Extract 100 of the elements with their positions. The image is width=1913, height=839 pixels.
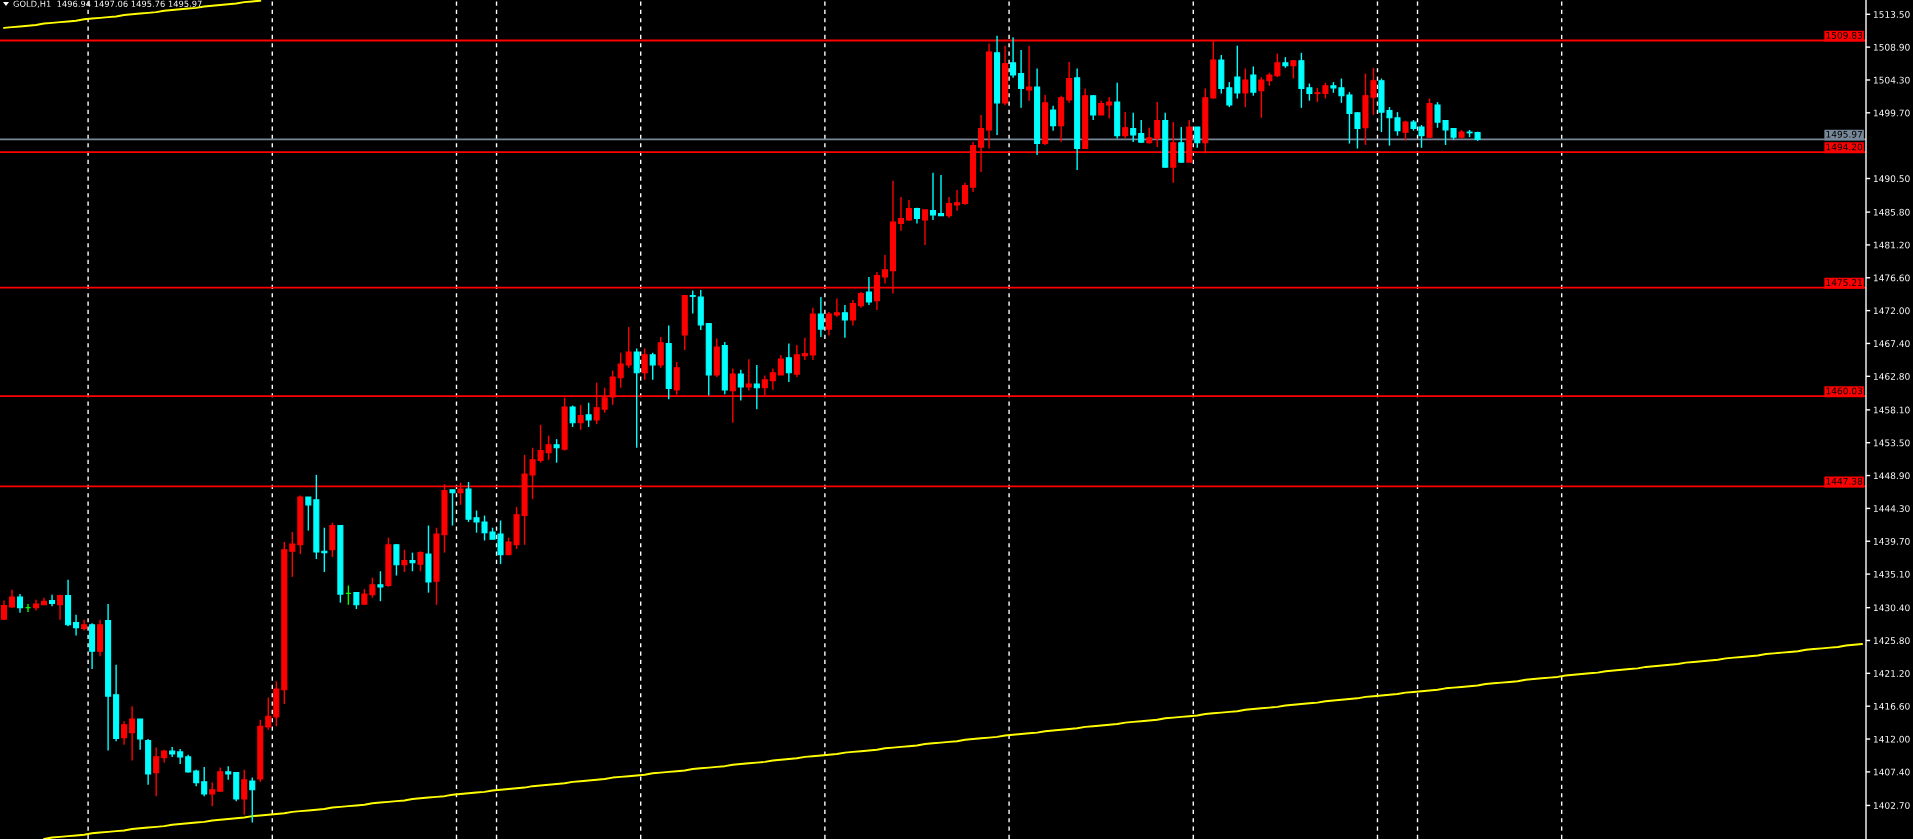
candlestick — [617, 352, 624, 389]
ref-line-label: 1495.97 — [1826, 130, 1863, 138]
y-tick-label: 1435.10 — [1873, 570, 1910, 578]
candlestick — [217, 766, 224, 793]
candlestick — [129, 705, 136, 762]
candlestick — [817, 296, 824, 338]
y-tick-label: 1407.40 — [1873, 768, 1910, 776]
candlestick — [625, 326, 632, 369]
candlestick — [1234, 45, 1241, 100]
candlestick — [16, 593, 24, 614]
candlestick — [825, 311, 832, 337]
y-tick-label: 1481.20 — [1873, 241, 1910, 249]
candlestick — [1250, 65, 1257, 97]
candlestick — [945, 196, 953, 219]
candlestick — [1106, 96, 1113, 120]
candlestick — [1194, 126, 1201, 149]
candlestick — [793, 344, 800, 378]
candlestick — [769, 367, 776, 391]
candlestick — [841, 304, 848, 339]
y-tick-label: 1448.90 — [1873, 472, 1910, 480]
line-series — [43, 643, 1863, 839]
candlestick — [929, 172, 937, 221]
y-tick-label: 1462.80 — [1873, 373, 1910, 380]
candlestick — [121, 720, 128, 746]
candlestick — [409, 551, 416, 572]
candlestick — [201, 766, 208, 797]
candlestick — [449, 489, 456, 527]
candlestick — [0, 599, 8, 621]
candlestick — [305, 496, 312, 532]
candlestick — [905, 199, 913, 222]
candlestick — [801, 337, 808, 361]
line-series — [3, 0, 262, 29]
candlestick — [577, 404, 584, 431]
candlestick — [1018, 49, 1025, 109]
candlestick — [737, 369, 744, 402]
candlestick — [785, 342, 792, 383]
candlestick — [57, 594, 64, 621]
y-tick-label: 1453.50 — [1873, 439, 1910, 447]
candlestick — [921, 209, 929, 246]
ref-line-label: 1509.83 — [1826, 31, 1863, 39]
y-tick-label: 1485.80 — [1873, 208, 1910, 216]
y-tick-label: 1467.40 — [1873, 340, 1910, 348]
candlestick — [1226, 81, 1233, 108]
candlestick — [241, 769, 248, 816]
candlestick — [73, 614, 80, 637]
candlestick — [1130, 112, 1137, 143]
candlestick — [417, 550, 424, 572]
candlestick — [393, 543, 400, 577]
candlestick — [881, 254, 888, 285]
candlestick — [1050, 104, 1057, 132]
candlestick — [1090, 94, 1097, 121]
ref-line-label: 1494.20 — [1826, 143, 1863, 151]
candlestick — [289, 531, 296, 578]
candlestick — [1154, 101, 1161, 148]
candlestick — [1010, 36, 1017, 79]
candlestick — [249, 776, 256, 824]
candlestick — [833, 297, 840, 318]
candlestick — [585, 402, 592, 428]
y-tick-label: 1476.60 — [1873, 274, 1910, 282]
candlestick — [745, 358, 752, 392]
y-tick-label: 1444.30 — [1873, 505, 1910, 512]
y-tick-label: 1425.80 — [1873, 637, 1910, 645]
candlestick — [553, 438, 560, 464]
candlestick — [1122, 111, 1129, 140]
y-tick-label: 1490.50 — [1873, 175, 1910, 183]
candlestick — [777, 354, 784, 376]
candlestick — [265, 696, 272, 731]
y-tick-label: 1472.00 — [1873, 307, 1910, 315]
candlestick — [137, 718, 144, 751]
candlestick — [897, 196, 905, 232]
y-tick-label: 1504.30 — [1873, 76, 1910, 84]
candlestick — [209, 781, 216, 807]
y-tick-label: 1421.20 — [1873, 670, 1910, 677]
ref-line-label: 1460.03 — [1826, 387, 1863, 395]
candlestick — [153, 746, 160, 797]
candlestick — [1066, 61, 1073, 104]
candlestick — [633, 347, 640, 449]
candlestick — [649, 352, 656, 381]
candlestick — [1258, 76, 1265, 119]
candlestick — [689, 289, 696, 315]
y-tick-label: 1430.40 — [1873, 604, 1910, 612]
candlestick — [937, 174, 945, 217]
candlestick — [961, 182, 969, 206]
y-tick-label: 1508.90 — [1873, 43, 1910, 51]
candlestick — [377, 570, 384, 602]
ref-line-label: 1475.21 — [1826, 279, 1862, 286]
candlestick — [1178, 126, 1185, 164]
candlestick — [1274, 52, 1281, 78]
y-tick-label: 1416.60 — [1873, 702, 1910, 710]
candlestick — [401, 549, 408, 573]
y-tick-label: 1412.00 — [1873, 735, 1910, 743]
y-tick-label: 1458.10 — [1873, 406, 1910, 414]
candlestick — [865, 276, 872, 306]
candlestick — [1242, 67, 1249, 108]
ref-line-label: 1447.38 — [1826, 477, 1863, 485]
y-tick-label: 1499.70 — [1873, 109, 1910, 117]
y-tick-label: 1439.70 — [1873, 537, 1910, 545]
candlestick — [953, 189, 961, 212]
candlestick — [1138, 119, 1145, 144]
candlestick — [657, 336, 664, 369]
